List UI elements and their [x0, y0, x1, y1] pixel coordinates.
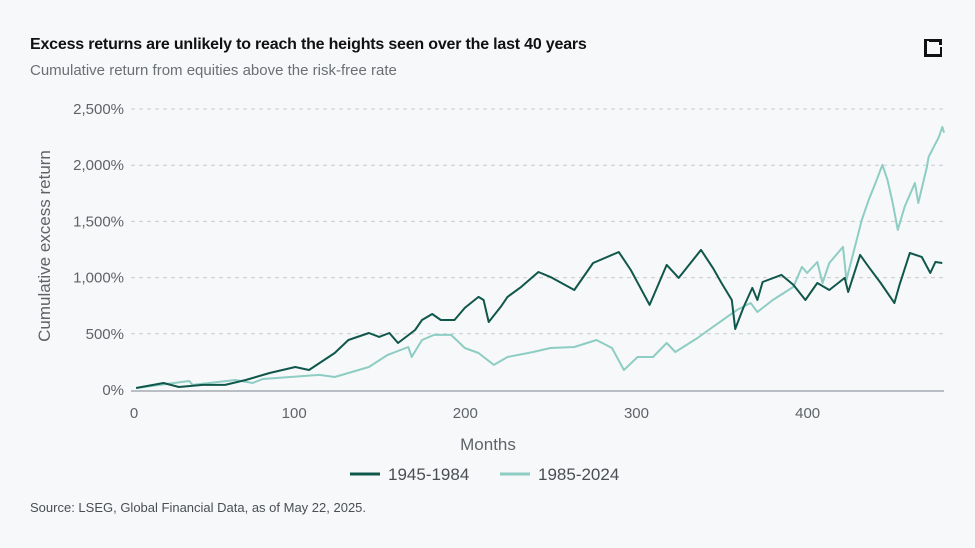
- x-tick-label: 300: [624, 405, 649, 422]
- bracket-square-logo-icon: [924, 39, 942, 57]
- y-tick-label: 1,500%: [73, 213, 124, 230]
- legend-label: 1985-2024: [538, 465, 619, 484]
- legend-label: 1945-1984: [388, 465, 469, 484]
- x-axis-title: Months: [460, 435, 516, 454]
- chart-title: Excess returns are unlikely to reach the…: [30, 36, 587, 53]
- x-tick-label: 100: [282, 405, 307, 422]
- chart-subtitle: Cumulative return from equities above th…: [30, 62, 397, 79]
- x-tick-label: 0: [130, 405, 138, 422]
- series-line-1985-2024: [135, 125, 945, 389]
- y-tick-label: 500%: [86, 326, 124, 343]
- y-tick-label: 0%: [102, 382, 124, 399]
- y-axis-title: Cumulative excess return: [35, 150, 54, 342]
- y-tick-label: 2,000%: [73, 157, 124, 174]
- series-line-1945-1984: [135, 248, 943, 389]
- x-tick-label: 200: [453, 405, 478, 422]
- x-tick-label: 400: [795, 405, 820, 422]
- y-tick-label: 2,500%: [73, 101, 124, 118]
- y-tick-label: 1,000%: [73, 270, 124, 287]
- source-note: Source: LSEG, Global Financial Data, as …: [30, 500, 367, 515]
